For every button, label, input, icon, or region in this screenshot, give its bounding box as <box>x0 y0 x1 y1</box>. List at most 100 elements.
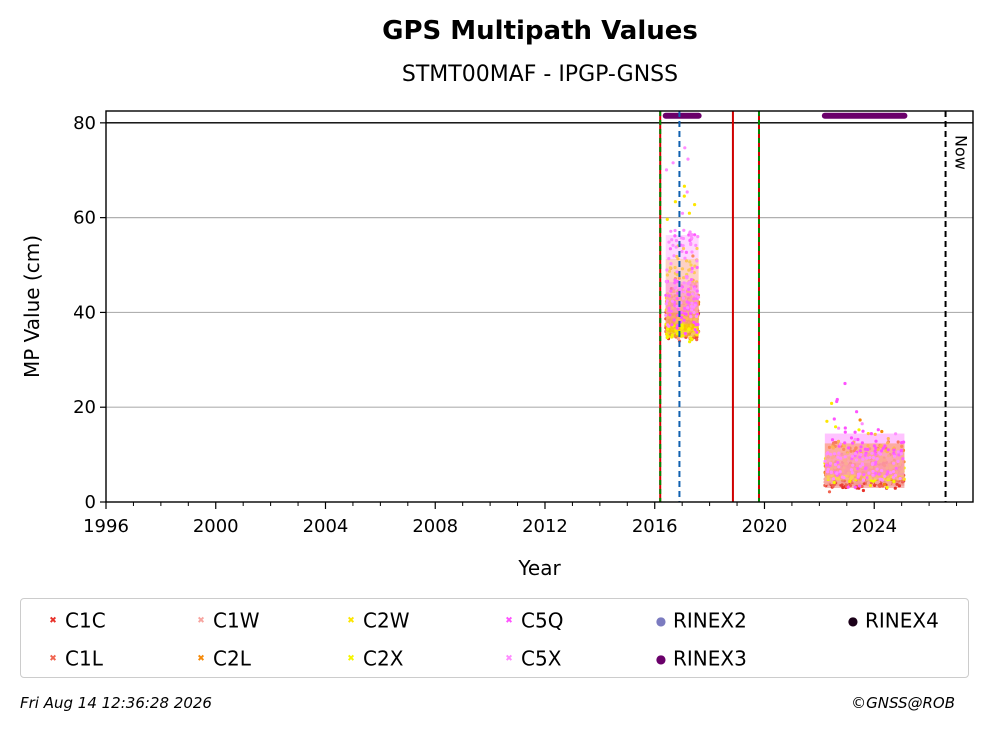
point-C5Q <box>670 323 674 327</box>
point-C2X <box>887 477 891 481</box>
point-C5X <box>681 296 686 300</box>
legend-item-c1c: ✖ C1C <box>41 607 105 633</box>
point-C5X <box>892 461 896 465</box>
point-C5X <box>839 456 843 460</box>
point-C2L <box>677 276 681 280</box>
point-C5Q <box>886 470 890 474</box>
point-C2L <box>900 444 904 448</box>
point-C2W <box>668 266 673 270</box>
point-C5X <box>875 467 879 471</box>
point-C5X <box>683 256 687 260</box>
point-C1W <box>843 469 847 473</box>
legend-item-c1w: ✖ C1W <box>189 607 259 633</box>
point-C5Q <box>830 438 835 442</box>
point-C5Q <box>869 432 874 436</box>
point-C2W <box>691 280 695 284</box>
x-tick-label-2020: 2020 <box>742 516 788 537</box>
point-C2L <box>691 254 695 258</box>
point-C5Q <box>667 306 671 310</box>
x-marker-icon: ✖ <box>49 615 57 626</box>
point-C5X <box>823 459 827 463</box>
point-C5X <box>851 463 855 467</box>
point-C5X <box>871 473 875 477</box>
point-C5Q <box>897 453 901 457</box>
x-marker-icon: ✖ <box>347 653 355 664</box>
point-C2W <box>673 200 678 204</box>
point-C5X <box>666 323 670 327</box>
point-C2W <box>687 211 692 215</box>
point-C5X <box>880 469 884 473</box>
point-C5X <box>831 477 836 481</box>
point-C5Q <box>865 476 869 480</box>
point-C2X <box>844 461 848 465</box>
point-C2X <box>678 298 683 302</box>
point-C5X <box>850 471 854 475</box>
point-C5Q <box>858 449 862 453</box>
x-marker-icon: ✖ <box>197 615 205 626</box>
point-C5X <box>825 452 829 456</box>
point-C5X <box>695 259 699 263</box>
point-C5X <box>867 471 871 475</box>
legend-item-rinex3: ● RINEX3 <box>649 645 747 671</box>
point-C5Q <box>843 441 847 445</box>
point-C2W <box>684 259 689 263</box>
point-C5X <box>871 469 875 473</box>
now-label: Now <box>952 135 971 170</box>
legend-label: C1W <box>213 608 260 633</box>
point-C1W <box>689 283 693 287</box>
point-C5X <box>861 478 866 482</box>
point-C2W <box>836 477 841 481</box>
point-C2L <box>854 446 858 450</box>
point-C5X <box>681 244 685 248</box>
point-C2X <box>833 466 837 470</box>
point-C1W <box>848 463 852 468</box>
point-C5X <box>837 451 841 455</box>
point-C5X <box>896 459 900 463</box>
point-C2X <box>675 273 679 277</box>
point-C5X <box>689 242 693 247</box>
point-C5Q <box>673 234 677 238</box>
point-C2X <box>849 476 853 480</box>
point-C5X <box>856 474 860 479</box>
point-C2W <box>830 456 834 460</box>
point-C5Q <box>668 247 673 251</box>
point-C1C <box>840 483 844 487</box>
point-C5X <box>670 238 674 242</box>
point-C5Q <box>894 466 898 470</box>
point-C5X <box>680 249 684 254</box>
point-C2W <box>693 282 697 286</box>
point-C2X <box>901 469 905 473</box>
point-C5Q <box>668 313 672 317</box>
point-C5X <box>875 457 879 461</box>
point-C5X <box>871 461 875 465</box>
point-C5X <box>826 467 830 471</box>
point-C2W <box>848 479 852 484</box>
point-C5X <box>837 465 841 469</box>
legend-label: RINEX3 <box>673 646 747 671</box>
x-tick-label-2004: 2004 <box>303 516 349 537</box>
point-C5Q <box>687 301 691 305</box>
point-C5X <box>690 236 694 240</box>
point-C5X <box>826 470 830 474</box>
point-C5X <box>899 452 903 456</box>
x-axis-label: Year <box>517 556 561 580</box>
point-C5Q <box>853 430 857 434</box>
legend-label: C5X <box>521 646 562 671</box>
point-C5X <box>871 456 876 460</box>
point-C2X <box>689 317 693 321</box>
point-C2X <box>693 318 697 322</box>
legend-label: C5Q <box>521 608 564 633</box>
point-C2X <box>887 454 891 458</box>
legend-item-c5x: ✖ C5X <box>497 645 561 671</box>
point-C2X <box>695 246 699 251</box>
point-C5Q <box>862 473 866 477</box>
point-C2X <box>899 460 903 464</box>
point-C2X <box>826 477 830 481</box>
point-C1C <box>897 484 902 488</box>
point-C5Q <box>836 460 840 465</box>
point-C2W <box>873 432 877 436</box>
point-C2W <box>866 453 871 457</box>
axis-layer: 0 20 40 60 80 1996 2000 2004 2008 2012 2016 2020 202… <box>73 113 958 537</box>
point-C2X <box>830 473 834 477</box>
point-C5X <box>675 304 679 308</box>
